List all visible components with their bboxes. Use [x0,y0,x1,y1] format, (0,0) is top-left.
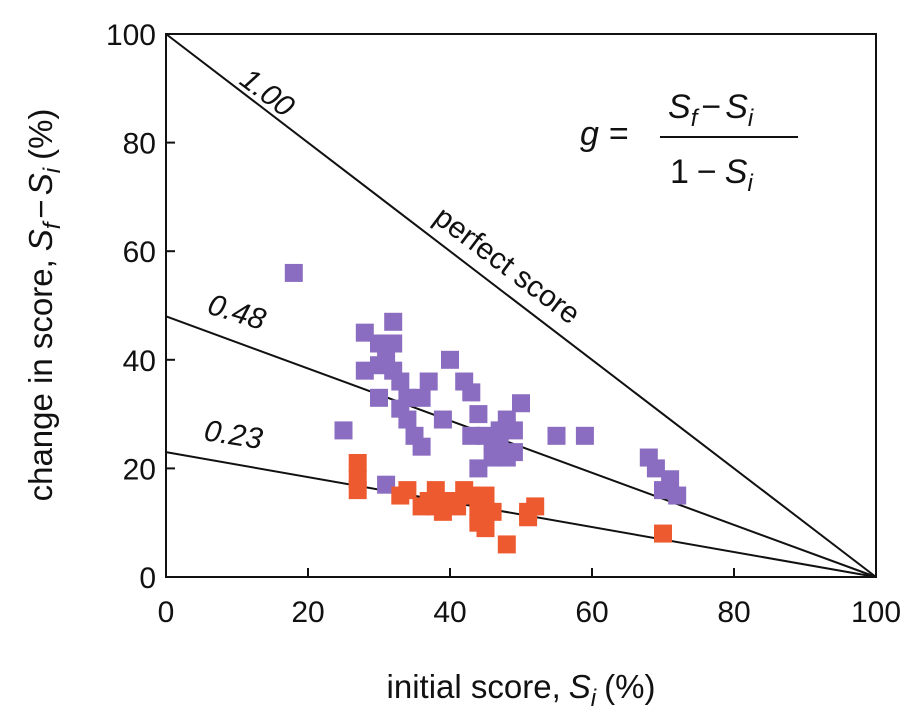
ref-line-label-0.48: 0.48 [204,288,270,337]
data-point-series-1 [547,426,566,445]
data-point-series-2 [398,481,417,500]
y-tick-label: 80 [123,128,156,161]
plot-frame [165,33,877,578]
data-point-series-2 [476,486,495,505]
x-tick-label: 100 [851,596,901,629]
data-point-series-1 [334,421,353,440]
data-point-series-1 [462,426,481,445]
data-point-series-1 [355,323,374,342]
x-tick-label: 20 [291,596,324,629]
y-tick-label: 100 [106,19,156,52]
x-tick-label: 0 [158,596,175,629]
formula-numerator: Sf − Si [668,88,754,132]
x-axis-title: initial score, Si (%) [387,668,656,712]
data-point-series-1 [384,334,403,353]
data-point-series-2 [476,519,495,538]
data-point-series-1 [469,405,488,424]
x-tick-label: 80 [717,596,750,629]
data-point-series-2 [426,481,445,500]
data-point-series-1 [284,263,303,282]
y-axis: 0 20 40 60 80 100 [106,19,175,595]
data-point-series-1 [661,470,680,489]
data-point-series-1 [377,475,396,494]
gain-formula: g = Sf − Si 1− Si [580,88,798,197]
data-points [284,263,687,554]
data-point-series-2 [654,524,672,543]
ref-line-label-1.00: 1.00 [234,62,301,124]
data-point-series-2 [448,497,467,516]
x-tick-label: 60 [575,596,608,629]
plot-area-border [165,33,877,578]
formula-lhs: g = [580,115,628,153]
y-tick-label: 20 [123,453,156,486]
data-point-series-2 [483,502,502,521]
data-point-series-1 [370,388,388,407]
data-point-series-1 [512,394,530,413]
data-point-series-1 [433,410,452,429]
data-point-series-1 [391,372,410,391]
ref-line-1.00 [165,33,877,578]
x-axis: 0 20 40 60 80 100 [158,568,901,629]
data-point-series-1 [384,312,403,331]
data-point-series-2 [497,535,516,554]
data-point-series-1 [504,421,523,440]
formula-denominator: 1− Si [670,153,753,197]
data-point-series-1 [412,388,431,407]
data-point-series-1 [575,426,594,445]
data-point-series-1 [398,410,417,429]
data-point-series-1 [398,388,417,407]
data-point-series-1 [419,372,438,391]
y-tick-label: 40 [123,345,156,378]
x-tick-label: 40 [433,596,466,629]
data-point-series-1 [646,459,665,478]
data-point-series-1 [355,361,374,380]
data-point-series-1 [504,443,523,462]
data-point-series-2 [526,497,545,516]
data-point-series-1 [469,459,488,478]
data-point-series-1 [441,350,459,369]
data-point-series-1 [462,383,481,402]
data-point-series-1 [668,486,687,505]
data-point-series-2 [348,453,367,472]
y-tick-label: 0 [139,562,156,595]
y-axis-title: change in score,Sf−Si(%) [22,109,66,502]
data-point-series-1 [412,437,431,456]
ref-line-label-0.23: 0.23 [202,414,265,456]
y-tick-label: 60 [123,236,156,269]
data-point-series-2 [348,481,367,500]
perfect-score-label: perfect score [428,200,586,331]
